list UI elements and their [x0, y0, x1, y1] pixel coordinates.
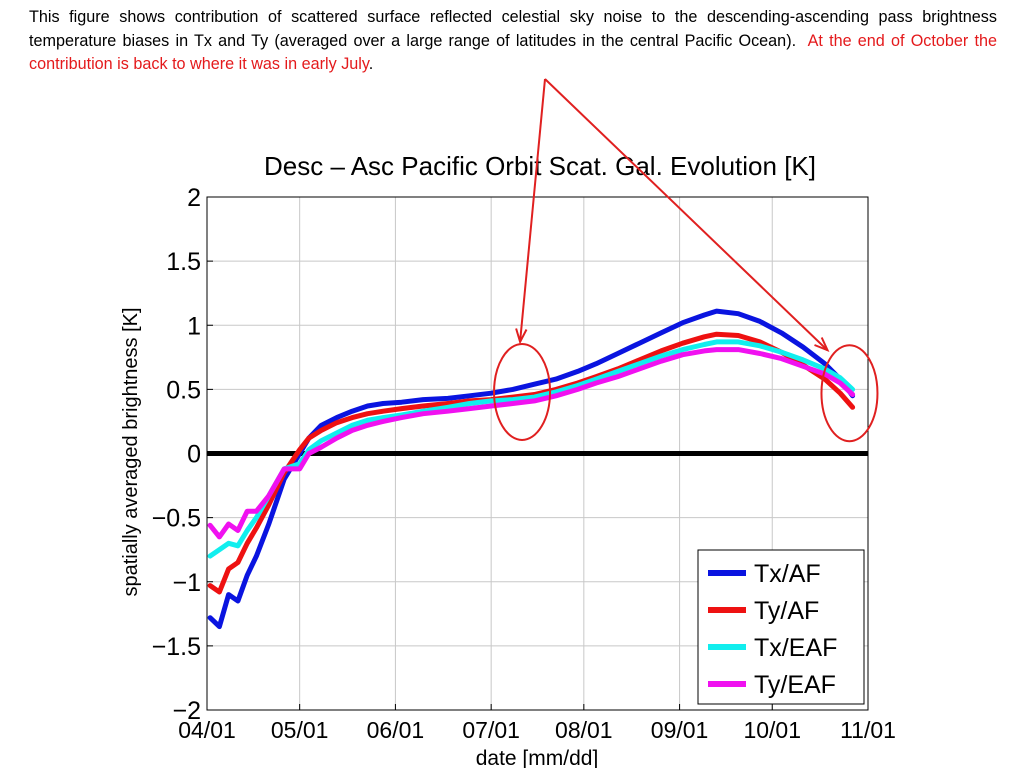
legend-label: Tx/AF	[754, 560, 821, 588]
y-tick-label: −1	[172, 569, 201, 597]
x-tick-label: 07/01	[462, 717, 520, 743]
y-tick-label: −0.5	[152, 505, 201, 533]
caption-end: .	[368, 55, 374, 73]
y-tick-label: −2	[172, 697, 201, 725]
caption-highlight: At the end of October the contribution i…	[29, 31, 997, 74]
y-tick-label: 0	[187, 441, 201, 469]
x-tick-label: 04/01	[178, 717, 236, 743]
plot-frame	[206, 196, 869, 711]
legend-label: Tx/EAF	[754, 634, 837, 662]
annotation-arrow	[544, 78, 829, 351]
y-tick-label: 2	[187, 184, 201, 212]
highlight-circle	[493, 342, 552, 441]
x-tick-label: 10/01	[743, 717, 801, 743]
x-tick-label: 09/01	[651, 717, 709, 743]
x-axis-label: date [mm/dd]	[476, 747, 599, 768]
x-tick-labels: 04/01 05/01 06/01 07/01 08/01 09/01 10/01 11/01	[178, 717, 896, 743]
annotation-arrow	[519, 78, 546, 343]
figure-caption: This figure shows contribution of scatte…	[29, 6, 997, 77]
caption-text: This figure shows contribution of scatte…	[29, 8, 997, 50]
x-tick-label: 06/01	[367, 717, 425, 743]
legend-label: Ty/EAF	[754, 671, 836, 699]
series-layer	[207, 308, 856, 630]
y-tick-label: 1.5	[166, 248, 201, 276]
annotation-arrowhead	[814, 337, 830, 353]
annotations	[493, 78, 879, 443]
series-line-ty-eaf	[207, 347, 856, 540]
legend-label: Ty/AF	[754, 597, 819, 625]
series-line-tx-eaf	[207, 339, 856, 559]
y-tick-label: 1	[187, 312, 201, 340]
y-axis-label: spatially averaged brightness [K]	[120, 307, 142, 596]
x-tick-label: 05/01	[271, 717, 329, 743]
legend: Tx/AF Ty/AF Tx/EAF Ty/EAF	[697, 549, 865, 705]
x-tick-label: 08/01	[555, 717, 613, 743]
chart-title: Desc – Asc Pacific Orbit Scat. Gal. Evol…	[264, 151, 816, 181]
highlight-circle	[820, 344, 879, 443]
y-tick-labels: −2 −1.5 −1 −0.5 0 0.5 1 1.5 2	[152, 184, 201, 725]
y-tick-label: −1.5	[152, 633, 201, 661]
x-tick-label: 11/01	[840, 717, 896, 743]
y-tick-label: 0.5	[166, 376, 201, 404]
annotation-arrowhead	[515, 328, 528, 345]
series-line-tx-af	[207, 308, 856, 630]
